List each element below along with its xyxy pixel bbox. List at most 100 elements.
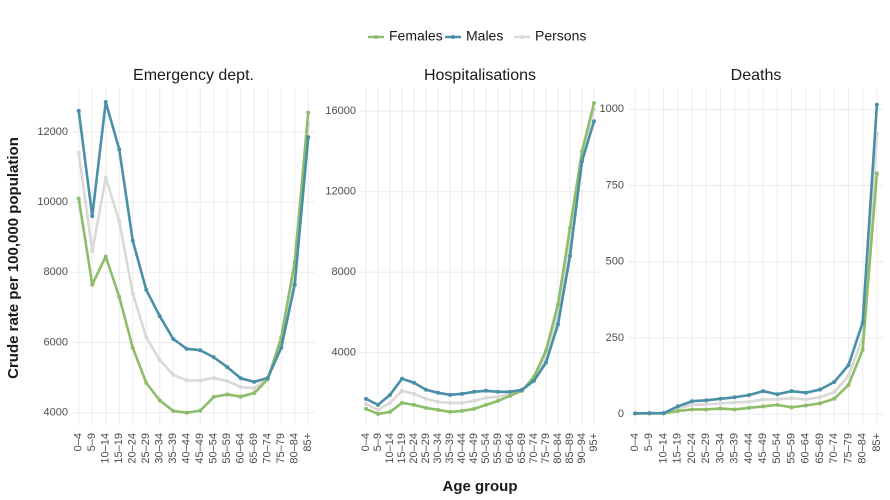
data-point <box>874 171 879 176</box>
data-point <box>568 253 572 258</box>
data-point <box>818 401 822 406</box>
data-point <box>832 396 837 401</box>
data-point <box>306 110 311 115</box>
data-point <box>704 407 709 412</box>
data-point <box>690 402 694 407</box>
data-point <box>675 404 680 409</box>
data-point <box>211 355 216 360</box>
data-point <box>238 385 243 390</box>
data-point <box>860 348 865 353</box>
x-axis-title: Age group <box>443 478 518 495</box>
series-line <box>635 173 879 415</box>
x-tick-label: 55–59 <box>221 433 233 464</box>
y-tick-label: 0 <box>618 408 624 420</box>
x-tick-label: 20–24 <box>686 433 698 464</box>
data-point <box>388 409 392 414</box>
x-tick-label: 50–54 <box>480 433 492 464</box>
x-tick-label: 35–39 <box>167 433 179 464</box>
data-point <box>704 398 709 403</box>
data-point <box>103 100 108 105</box>
data-point <box>376 402 380 407</box>
data-point <box>448 392 452 397</box>
data-point <box>592 119 596 124</box>
x-tick-label: 55–59 <box>785 433 797 464</box>
x-tick-label: 25–29 <box>700 433 712 464</box>
data-point <box>508 393 512 398</box>
data-point <box>198 408 203 413</box>
data-point <box>292 282 297 287</box>
data-point <box>818 387 822 392</box>
data-point <box>761 397 766 402</box>
legend-label: Males <box>466 28 503 44</box>
data-point <box>832 390 837 395</box>
data-point <box>544 360 548 365</box>
data-point <box>860 320 865 325</box>
x-tick-label: 45–49 <box>468 433 480 464</box>
data-point <box>103 254 108 259</box>
x-tick-label: 10–14 <box>657 433 669 464</box>
x-tick-label: 5–9 <box>643 433 655 451</box>
data-point <box>460 400 464 405</box>
data-point <box>732 395 737 400</box>
panel-title: Hospitalisations <box>424 67 536 84</box>
x-tick-label: 35–39 <box>444 433 456 464</box>
data-point <box>436 399 440 404</box>
data-point <box>388 392 392 397</box>
data-point <box>460 408 464 413</box>
data-point <box>252 386 257 391</box>
data-point <box>171 336 176 341</box>
data-point <box>144 335 149 340</box>
data-point <box>364 396 368 401</box>
series-line <box>635 104 879 415</box>
series-line <box>635 133 879 415</box>
x-tick-label: 65–69 <box>516 433 528 464</box>
y-tick-label: 8000 <box>332 266 356 278</box>
data-point <box>117 219 122 224</box>
data-point <box>556 302 560 307</box>
data-point <box>364 401 368 406</box>
data-point <box>472 398 476 403</box>
y-tick-label: 4000 <box>332 346 356 358</box>
data-point <box>832 380 837 385</box>
x-tick-label: 15–19 <box>672 433 684 464</box>
legend-dot <box>451 35 455 39</box>
data-point <box>184 378 189 383</box>
data-point <box>789 389 794 394</box>
x-tick-label: 10–14 <box>384 433 396 464</box>
x-tick-label: 85+ <box>302 433 314 452</box>
data-point <box>364 406 368 411</box>
y-tick-label: 1000 <box>600 103 624 115</box>
x-tick-label: 20–24 <box>408 433 420 464</box>
y-tick-label: 16000 <box>325 105 356 117</box>
data-point <box>117 147 122 152</box>
y-tick-label: 6000 <box>44 336 68 348</box>
data-point <box>225 365 230 370</box>
data-point <box>238 376 243 381</box>
data-point <box>633 411 638 416</box>
data-point <box>130 291 135 296</box>
data-point <box>448 400 452 405</box>
data-point <box>144 380 149 385</box>
x-tick-label: 30–34 <box>714 433 726 464</box>
data-point <box>775 402 780 407</box>
y-tick-label: 500 <box>606 256 624 268</box>
data-point <box>198 348 203 353</box>
x-tick-label: 75–79 <box>540 433 552 464</box>
x-tick-label: 50–54 <box>208 433 220 464</box>
x-tick-label: 60–64 <box>235 433 247 464</box>
legend-label: Persons <box>535 28 586 44</box>
x-tick-label: 60–64 <box>800 433 812 464</box>
data-point <box>400 376 404 381</box>
data-point <box>279 345 284 350</box>
data-point <box>157 314 162 319</box>
y-axis-title: Crude rate per 100,000 population <box>5 137 22 379</box>
data-point <box>746 399 751 404</box>
data-point <box>544 348 548 353</box>
x-tick-label: 45–49 <box>757 433 769 464</box>
panel-title: Emergency dept. <box>133 67 254 84</box>
data-point <box>436 390 440 395</box>
data-point <box>592 101 596 106</box>
data-point <box>252 391 257 396</box>
data-point <box>580 159 584 164</box>
x-tick-label: 65–69 <box>814 433 826 464</box>
